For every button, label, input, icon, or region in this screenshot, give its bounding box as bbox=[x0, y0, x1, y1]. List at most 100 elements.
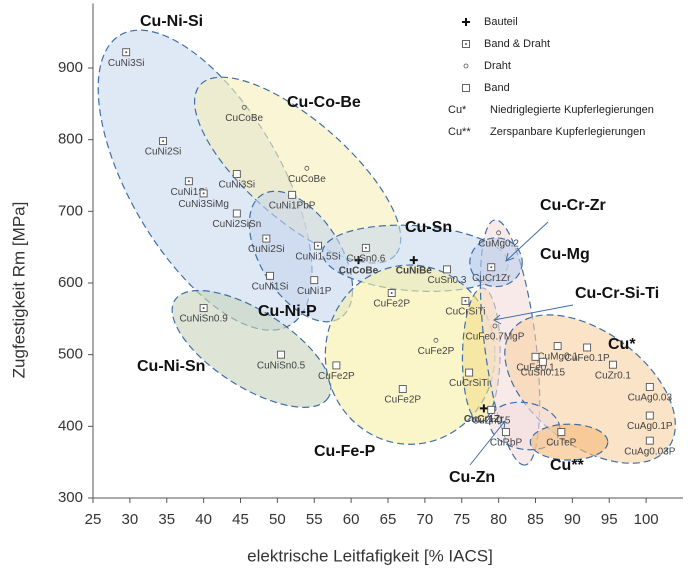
x-tick-label: 95 bbox=[601, 511, 618, 528]
point-label: CuNiSn0.5 bbox=[257, 360, 306, 371]
point bbox=[310, 276, 319, 285]
point bbox=[277, 350, 286, 359]
region-label: Cu-Ni-Sn bbox=[137, 358, 205, 375]
point bbox=[122, 48, 131, 57]
marker bbox=[310, 276, 319, 285]
marker-dot bbox=[316, 244, 319, 247]
marker bbox=[354, 256, 363, 265]
point-label: CuMg0.1 bbox=[537, 352, 578, 363]
point bbox=[184, 177, 193, 186]
y-tick-label: 600 bbox=[58, 274, 83, 291]
point bbox=[266, 271, 274, 280]
marker-dot bbox=[390, 292, 393, 295]
x-tick-label: 45 bbox=[232, 511, 249, 528]
note-symbol: Cu** bbox=[448, 126, 471, 138]
marker-dot bbox=[464, 299, 467, 302]
point bbox=[304, 165, 310, 171]
point-label: CuNiSn0.9 bbox=[179, 314, 228, 325]
marker-dot bbox=[265, 237, 268, 240]
marker bbox=[557, 428, 566, 437]
point bbox=[461, 296, 470, 305]
point-label: CuFe0.1 bbox=[516, 362, 555, 373]
point-label: CuNi1Si bbox=[171, 187, 208, 198]
legend-label: Bauteil bbox=[484, 16, 518, 28]
region-label: Cu-Cr-Si-Ti bbox=[575, 285, 659, 302]
marker-dot bbox=[465, 43, 467, 45]
x-tick-label: 35 bbox=[158, 511, 175, 528]
point-label: CuFe2P bbox=[418, 346, 455, 357]
point bbox=[538, 357, 547, 366]
x-tick-label: 55 bbox=[306, 511, 323, 528]
point bbox=[462, 18, 470, 26]
point bbox=[313, 241, 322, 250]
marker-dot bbox=[125, 51, 128, 54]
marker bbox=[487, 405, 496, 414]
legend-label: Draht bbox=[484, 60, 511, 72]
note-symbol: Cu* bbox=[448, 104, 467, 116]
regions bbox=[97, 29, 676, 466]
point bbox=[232, 209, 241, 218]
point-label: CuCoBe bbox=[225, 113, 263, 124]
point-label: CuTeP bbox=[546, 438, 576, 449]
point-label: CuNi1Si bbox=[252, 281, 289, 292]
y-tick-label: 800 bbox=[58, 131, 83, 148]
point bbox=[361, 243, 370, 252]
point-label: CuSn0.3 bbox=[428, 275, 467, 286]
arrow bbox=[505, 221, 549, 262]
marker bbox=[241, 105, 247, 110]
point bbox=[159, 137, 168, 146]
marker-dot bbox=[162, 140, 165, 143]
point bbox=[387, 289, 396, 297]
point bbox=[199, 304, 208, 313]
region bbox=[171, 289, 332, 408]
marker bbox=[583, 343, 592, 352]
point-label: CuNi3Si bbox=[218, 180, 255, 191]
point bbox=[583, 343, 592, 352]
note-text: Niedriglegierte Kupferlegierungen bbox=[490, 104, 654, 116]
point-label: CuNi3SiMg bbox=[178, 199, 229, 210]
y-tick-label: 700 bbox=[58, 202, 83, 219]
marker bbox=[531, 352, 540, 361]
point-label: CuFe0.7MgP bbox=[465, 332, 524, 343]
point bbox=[354, 256, 363, 265]
point bbox=[443, 265, 451, 274]
point-label: CuNi3Si bbox=[108, 58, 145, 69]
point-label: CuCr1Zr bbox=[472, 273, 511, 284]
marker bbox=[645, 382, 654, 391]
marker bbox=[538, 357, 547, 366]
point-label: CuNi2Si bbox=[248, 244, 285, 255]
point bbox=[502, 428, 510, 437]
y-tick-label: 300 bbox=[58, 489, 83, 506]
y-tick-label: 400 bbox=[58, 417, 83, 434]
point bbox=[462, 84, 470, 92]
x-tick-label: 65 bbox=[380, 511, 397, 528]
marker bbox=[304, 165, 310, 171]
marker bbox=[433, 337, 439, 343]
x-tick-label: 85 bbox=[527, 511, 544, 528]
point-label: CuNiBe bbox=[396, 266, 433, 277]
point-label: CuNi2SiSn bbox=[212, 219, 261, 230]
x-tick-label: 60 bbox=[343, 511, 360, 528]
marker bbox=[608, 360, 617, 369]
marker bbox=[463, 63, 469, 69]
marker bbox=[462, 84, 470, 92]
point-label: CuCoBe bbox=[339, 266, 379, 277]
marker-dot bbox=[187, 180, 190, 183]
x-tick-label: 25 bbox=[85, 511, 102, 528]
region bbox=[529, 423, 609, 461]
point-label: CuAg0.03 bbox=[628, 393, 673, 404]
point-label: CuSn0.6 bbox=[346, 254, 385, 265]
point-label: CuZr0.1 bbox=[595, 370, 632, 381]
point bbox=[241, 105, 247, 110]
region-label: Cu* bbox=[608, 336, 636, 353]
marker-dot bbox=[364, 246, 367, 249]
y-tick-label: 900 bbox=[58, 59, 83, 76]
point bbox=[433, 337, 439, 343]
point bbox=[531, 352, 540, 361]
x-tick-label: 75 bbox=[453, 511, 470, 528]
legend-label: Band & Draht bbox=[484, 38, 550, 50]
point bbox=[487, 405, 496, 414]
x-tick-label: 40 bbox=[195, 511, 212, 528]
point-label: CuNi1.5Si bbox=[295, 251, 340, 262]
